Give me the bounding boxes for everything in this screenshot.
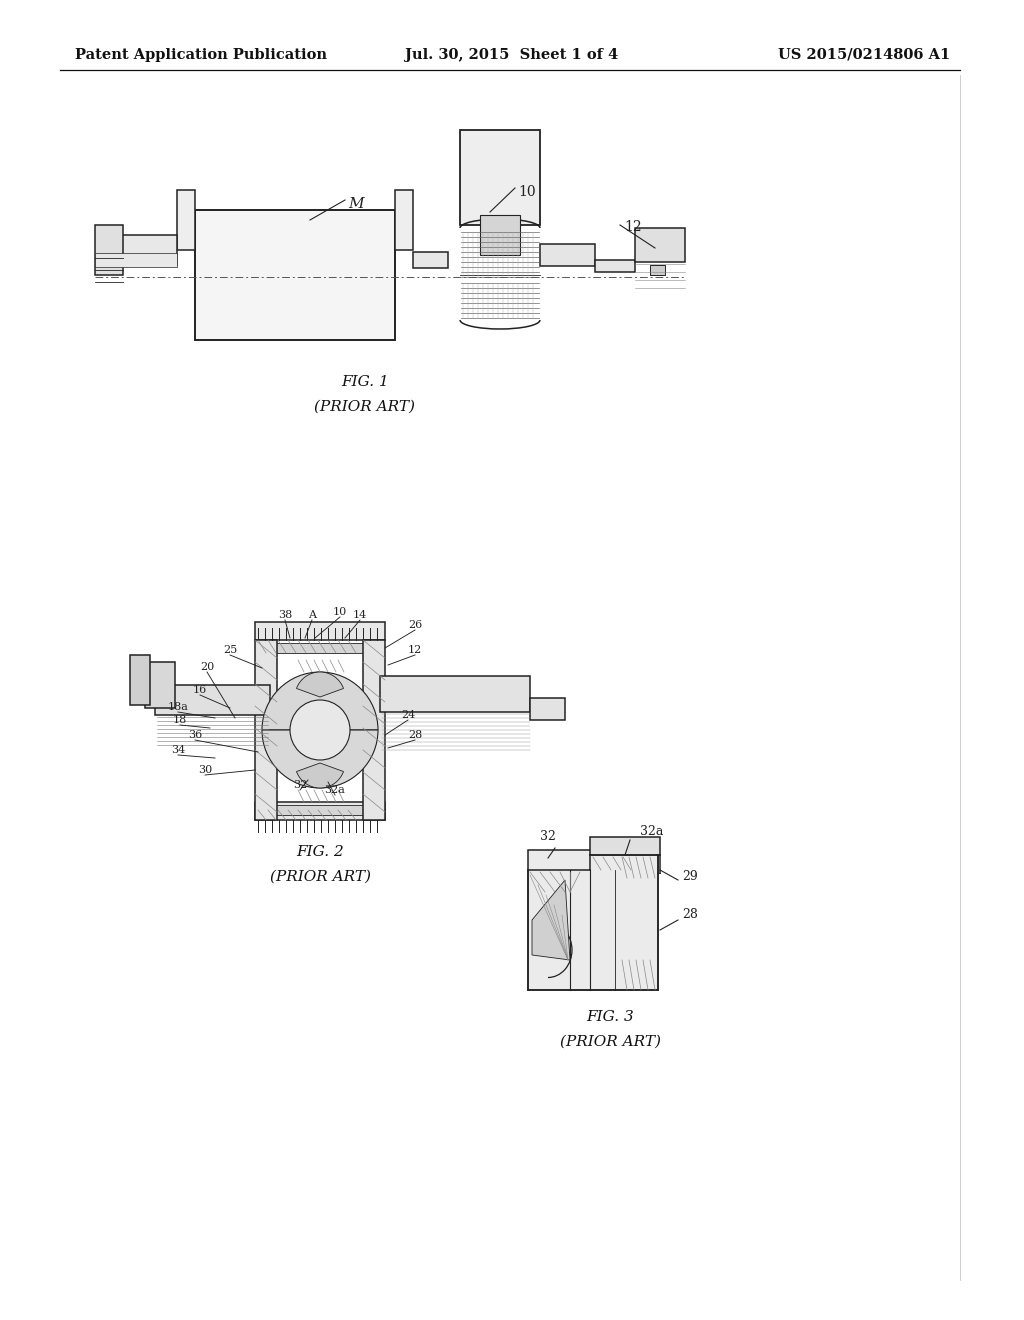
Text: US 2015/0214806 A1: US 2015/0214806 A1 (778, 48, 950, 62)
Text: 38: 38 (278, 610, 292, 620)
Text: 16: 16 (193, 685, 207, 696)
Bar (155, 685, 270, 715)
Circle shape (290, 700, 350, 760)
Bar (95, 253, 177, 267)
Bar (395, 190, 413, 249)
Wedge shape (262, 672, 378, 730)
Text: A: A (308, 610, 316, 620)
Text: (PRIOR ART): (PRIOR ART) (269, 870, 371, 884)
Text: M: M (348, 197, 364, 211)
Bar (120, 235, 177, 265)
Bar (530, 698, 565, 719)
Polygon shape (532, 880, 570, 960)
Text: 29: 29 (682, 870, 697, 883)
Text: 32: 32 (293, 780, 307, 789)
Text: 18: 18 (173, 715, 187, 725)
Bar (650, 265, 665, 275)
Bar (590, 837, 660, 855)
Text: 32: 32 (540, 830, 556, 843)
Bar (362, 640, 385, 820)
Bar (268, 643, 373, 653)
Wedge shape (297, 763, 343, 788)
Bar (635, 228, 685, 261)
Text: 36: 36 (187, 730, 202, 741)
Text: 20: 20 (200, 663, 214, 672)
Bar (145, 663, 175, 708)
Bar (380, 676, 530, 711)
Wedge shape (297, 672, 343, 697)
Text: FIG. 3: FIG. 3 (586, 1010, 634, 1024)
Bar (460, 129, 540, 224)
Text: Jul. 30, 2015  Sheet 1 of 4: Jul. 30, 2015 Sheet 1 of 4 (406, 48, 618, 62)
Text: 30: 30 (198, 766, 212, 775)
Bar (255, 803, 385, 820)
Text: 10: 10 (333, 607, 347, 616)
Text: FIG. 2: FIG. 2 (296, 845, 344, 859)
Text: 25: 25 (223, 645, 238, 655)
Text: 10: 10 (518, 185, 536, 199)
Text: 24: 24 (400, 710, 415, 719)
Text: (PRIOR ART): (PRIOR ART) (314, 400, 416, 414)
Text: 28: 28 (408, 730, 422, 741)
Bar (413, 252, 449, 268)
Text: 32a: 32a (325, 785, 345, 795)
Bar (540, 244, 595, 267)
Text: (PRIOR ART): (PRIOR ART) (559, 1035, 660, 1049)
Text: 14: 14 (353, 610, 368, 620)
Bar (528, 850, 658, 990)
Bar (268, 805, 373, 814)
Text: 34: 34 (171, 744, 185, 755)
Text: 18a: 18a (168, 702, 188, 711)
Bar (480, 215, 520, 255)
Text: FIG. 1: FIG. 1 (341, 375, 389, 389)
Text: 12: 12 (624, 220, 642, 234)
Bar (130, 655, 150, 705)
Bar (177, 190, 195, 249)
Text: Patent Application Publication: Patent Application Publication (75, 48, 327, 62)
Text: 26: 26 (408, 620, 422, 630)
Text: 12: 12 (408, 645, 422, 655)
Bar (595, 260, 635, 272)
Bar (195, 210, 395, 341)
Wedge shape (262, 730, 378, 788)
Text: 32a: 32a (640, 825, 664, 838)
Bar (255, 622, 385, 640)
Text: 28: 28 (682, 908, 698, 921)
Bar (255, 640, 278, 820)
Bar (95, 224, 123, 275)
